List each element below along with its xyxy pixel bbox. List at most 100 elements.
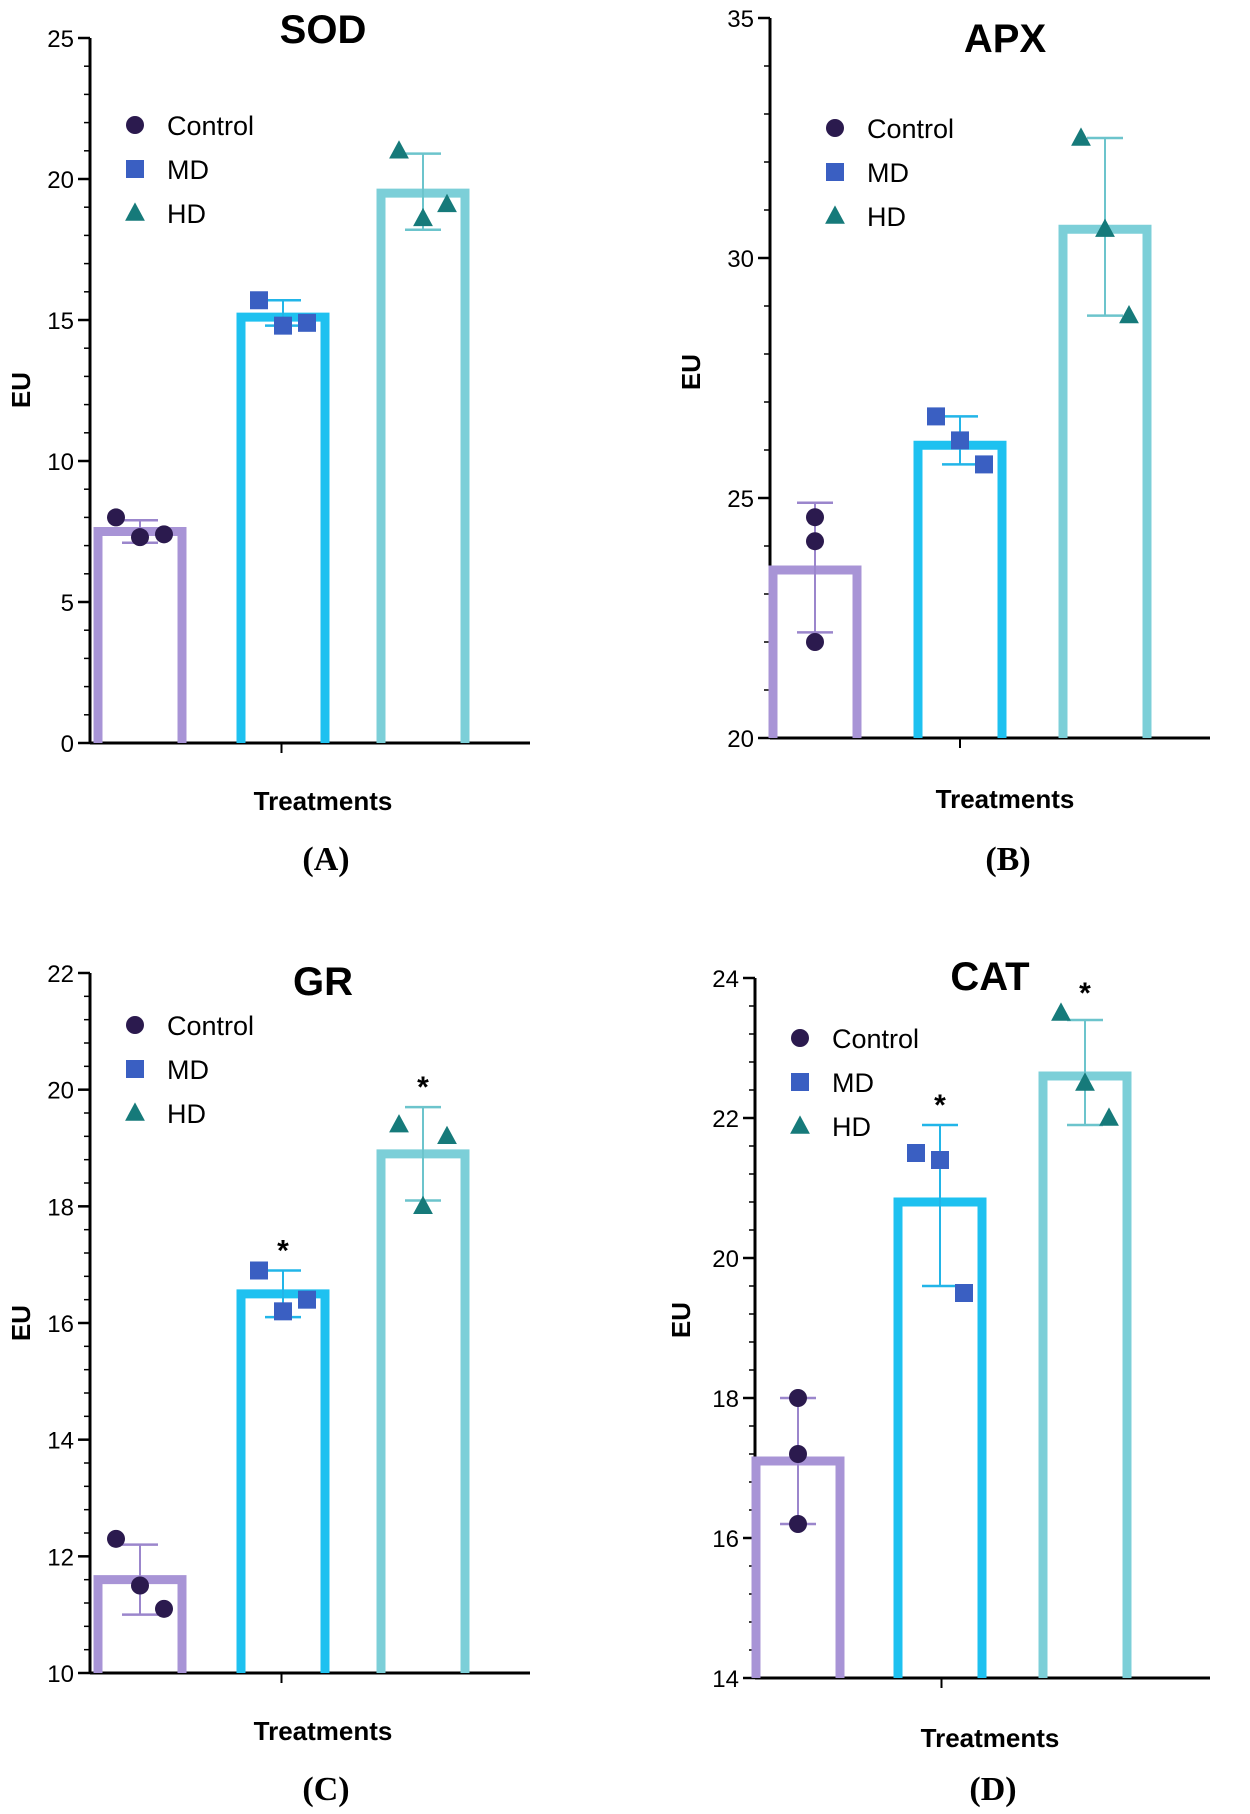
data-point <box>806 633 824 651</box>
legend-label: HD <box>832 1112 871 1142</box>
significance-marker: * <box>1079 977 1091 1010</box>
bar <box>236 312 330 743</box>
y-axis-label: EU <box>676 354 706 390</box>
data-point <box>298 313 316 332</box>
legend: Control MD HD <box>125 111 254 229</box>
chart-panel-sod: SOD 0 5 10 15 20 25 EU Treatments (A) Control MD HD <box>6 8 530 878</box>
y-tick-label: 25 <box>47 26 74 53</box>
data-point <box>927 407 945 426</box>
data-point <box>155 1599 173 1618</box>
bar <box>93 527 187 743</box>
legend-label: Control <box>167 111 254 141</box>
legend-marker <box>125 202 145 221</box>
data-point <box>131 528 149 547</box>
y-tick-label: 18 <box>47 1194 74 1221</box>
data-point <box>389 1114 409 1133</box>
data-point <box>437 1125 457 1145</box>
x-axis-label: Treatments <box>254 1716 393 1746</box>
legend-label: HD <box>167 199 206 229</box>
y-tick-label: 24 <box>712 966 739 993</box>
legend-marker <box>126 116 144 134</box>
data-point <box>107 508 125 527</box>
bar-group-control <box>768 501 862 738</box>
y-tick-label: 22 <box>712 1106 739 1133</box>
data-point <box>1051 1002 1071 1021</box>
y-tick-label: 20 <box>727 726 754 753</box>
data-point <box>931 1151 949 1169</box>
y-tick-label: 25 <box>727 486 754 513</box>
bar <box>913 440 1007 738</box>
data-point <box>155 525 173 544</box>
y-tick-label: 10 <box>47 449 74 476</box>
significance-marker: * <box>934 1089 946 1122</box>
chart-title: GR <box>293 960 353 1004</box>
data-point <box>789 1389 807 1407</box>
data-point <box>1099 1107 1119 1126</box>
legend: Control MD HD <box>825 114 954 232</box>
legend-marker <box>126 1060 144 1078</box>
bar <box>1038 1071 1132 1678</box>
data-point <box>1075 1072 1095 1091</box>
y-tick-label: 12 <box>47 1544 74 1571</box>
y-axis-label: EU <box>666 1302 696 1338</box>
legend-marker <box>826 119 844 137</box>
data-point <box>389 140 409 159</box>
data-point <box>437 193 457 213</box>
data-point <box>975 455 993 474</box>
y-tick-label: 5 <box>61 590 74 617</box>
data-point <box>250 291 268 310</box>
data-point <box>298 1290 316 1309</box>
significance-marker: * <box>417 1071 429 1104</box>
y-tick-label: 35 <box>727 6 754 33</box>
y-tick-label: 22 <box>47 961 74 988</box>
bar <box>236 1289 330 1673</box>
y-tick-label: 10 <box>47 1661 74 1688</box>
legend-marker <box>790 1115 810 1134</box>
legend-marker <box>791 1029 809 1047</box>
bar <box>376 1149 470 1673</box>
bar-group-control <box>93 1529 187 1673</box>
legend-marker <box>826 163 844 181</box>
bar-group-hd: * <box>376 1071 470 1673</box>
legend-label: MD <box>832 1068 874 1098</box>
chart-title: SOD <box>280 8 367 52</box>
data-point <box>274 1302 292 1321</box>
bar-group-control <box>751 1389 845 1678</box>
legend-marker <box>125 1102 145 1121</box>
y-tick-label: 20 <box>712 1246 739 1273</box>
data-point <box>131 1576 149 1595</box>
data-point <box>789 1445 807 1463</box>
data-point <box>274 316 292 335</box>
x-axis-label: Treatments <box>254 786 393 816</box>
y-tick-label: 14 <box>712 1666 739 1693</box>
chart-title: CAT <box>950 955 1029 999</box>
data-point <box>951 431 969 450</box>
bar-group-md <box>236 291 330 743</box>
legend-label: Control <box>167 1011 254 1041</box>
data-point <box>1071 127 1091 146</box>
data-point <box>789 1515 807 1533</box>
bar-group-hd <box>376 140 470 743</box>
legend-label: HD <box>867 202 906 232</box>
significance-marker: * <box>277 1235 289 1268</box>
panel-label: (B) <box>985 841 1030 878</box>
bar-group-md <box>913 407 1007 738</box>
y-tick-label: 15 <box>47 308 74 335</box>
legend-label: Control <box>832 1024 919 1054</box>
y-tick-label: 30 <box>727 246 754 273</box>
data-point <box>413 1195 433 1215</box>
panel-label: (C) <box>302 1771 349 1808</box>
y-tick-label: 20 <box>47 167 74 194</box>
panel-label: (A) <box>302 841 349 878</box>
legend: Control MD HD <box>125 1011 254 1129</box>
y-tick-label: 16 <box>47 1311 74 1338</box>
data-point <box>250 1261 268 1280</box>
y-tick-label: 14 <box>47 1428 74 1455</box>
bar-group-md: * <box>236 1235 330 1673</box>
chart-panel-gr: GR 10 12 14 16 18 20 22 EU Treatments (C) * * Control… <box>6 960 530 1808</box>
data-point <box>907 1144 925 1162</box>
data-point <box>1119 304 1139 324</box>
legend-marker <box>825 205 845 224</box>
y-tick-label: 0 <box>61 731 74 758</box>
